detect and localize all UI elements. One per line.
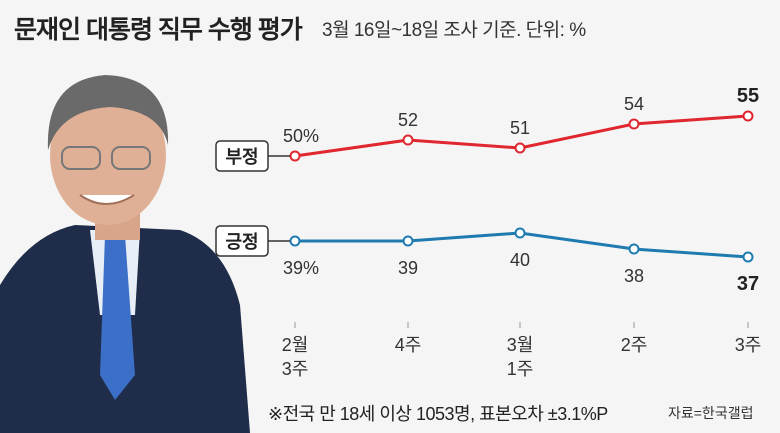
data-label: 38 (624, 266, 644, 286)
data-label: 39 (398, 258, 418, 278)
data-label: 37 (737, 273, 759, 295)
data-label: 39% (283, 258, 319, 278)
x-tick-label: 1주 (507, 359, 534, 379)
data-label: 40 (510, 250, 530, 270)
data-point (402, 235, 414, 247)
source: 자료=한국갤럽 (668, 405, 754, 421)
data-label: 51 (510, 118, 530, 138)
data-point (514, 227, 526, 239)
x-tick-label: 3월 (507, 335, 534, 355)
data-point (742, 110, 754, 122)
data-point (628, 243, 640, 255)
line-chart: 2월 3주 4주 3월 1주 2주 3주 50% 52 51 54 55 부정 39% 39 40 38 37 긍정 (215, 85, 762, 379)
data-point (402, 134, 414, 146)
data-point (289, 150, 301, 162)
data-point (628, 118, 640, 130)
data-label: 55 (737, 85, 759, 107)
chart-subtitle: 3월 16일~18일 조사 기준. 단위: % (322, 20, 586, 41)
x-tick-label: 4주 (395, 335, 422, 355)
chart-title: 문재인 대통령 직무 수행 평가 (14, 16, 303, 44)
footnote: ※전국 만 18세 이상 1053명, 표본오차 ±3.1%P (268, 404, 608, 424)
x-tick-label: 3주 (282, 359, 309, 379)
data-label: 54 (624, 94, 644, 114)
data-label: 52 (398, 110, 418, 130)
data-point (514, 142, 526, 154)
series-label: 긍정 (225, 232, 258, 252)
x-tick-label: 3주 (735, 335, 762, 355)
data-point (289, 235, 301, 247)
data-point (742, 251, 754, 263)
x-tick-label: 2월 (282, 335, 309, 355)
series-label: 부정 (225, 147, 258, 167)
president-photo (0, 75, 250, 433)
x-tick-label: 2주 (621, 335, 648, 355)
data-label: 50% (283, 126, 319, 146)
